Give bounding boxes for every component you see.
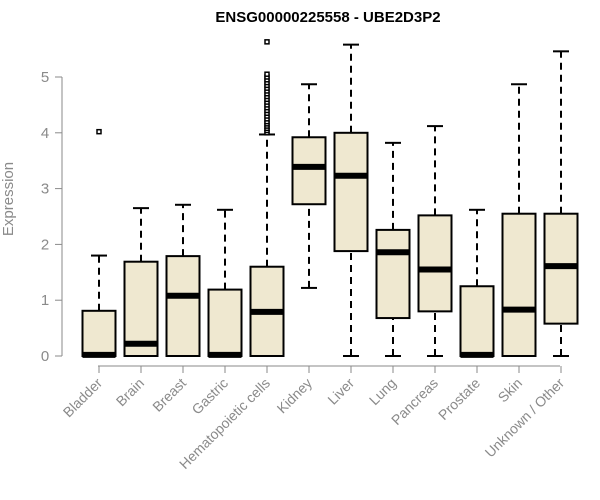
box-hematopoietic-cells [249, 39, 285, 357]
box-liver [333, 43, 369, 357]
y-tick-label: 3 [41, 181, 49, 198]
y-axis-label: Expression [0, 162, 17, 236]
x-tick-label: Lung [366, 375, 399, 408]
x-tick-label: Unknown / Other [482, 375, 568, 461]
y-tick-label: 5 [41, 69, 49, 86]
outlier-point [264, 71, 270, 77]
boxes-group [81, 39, 579, 358]
x-tick-label: Bladder [60, 375, 106, 421]
box-iqr [375, 228, 411, 320]
box-iqr [501, 212, 537, 357]
box-iqr [165, 255, 201, 358]
x-tick-label: Skin [495, 375, 526, 406]
box-iqr [459, 285, 495, 357]
box-prostate [459, 208, 495, 358]
box-kidney [291, 83, 327, 289]
box-iqr [123, 260, 159, 357]
y-tick-label: 4 [41, 125, 49, 142]
box-lung [375, 141, 411, 357]
x-tick-label: Kidney [274, 375, 316, 417]
box-iqr [417, 214, 453, 313]
y-axis-ticks: 0 1 2 3 4 5 [41, 69, 62, 365]
outlier-point [96, 128, 102, 135]
box-brain [123, 207, 159, 357]
box-breast [165, 203, 201, 358]
x-tick-label: Liver [324, 375, 357, 408]
x-tick-label: Pancreas [388, 375, 441, 428]
box-gastric [207, 208, 243, 358]
y-tick-label: 2 [41, 236, 49, 253]
box-iqr [333, 131, 369, 253]
outlier-point [264, 39, 270, 45]
box-iqr [207, 288, 243, 357]
y-tick-label: 0 [41, 348, 49, 365]
x-tick-label: Breast [149, 375, 189, 415]
box-skin [501, 83, 537, 357]
box-bladder [81, 128, 117, 358]
box-unknown-other [543, 50, 579, 357]
box-iqr [291, 136, 327, 206]
x-tick-label: Brain [113, 375, 147, 409]
x-tick-label: Prostate [435, 375, 483, 423]
box-pancreas [417, 125, 453, 357]
y-tick-label: 1 [41, 292, 49, 309]
chart-title: ENSG00000225558 - UBE2D3P2 [215, 9, 440, 26]
box-iqr [81, 309, 117, 357]
